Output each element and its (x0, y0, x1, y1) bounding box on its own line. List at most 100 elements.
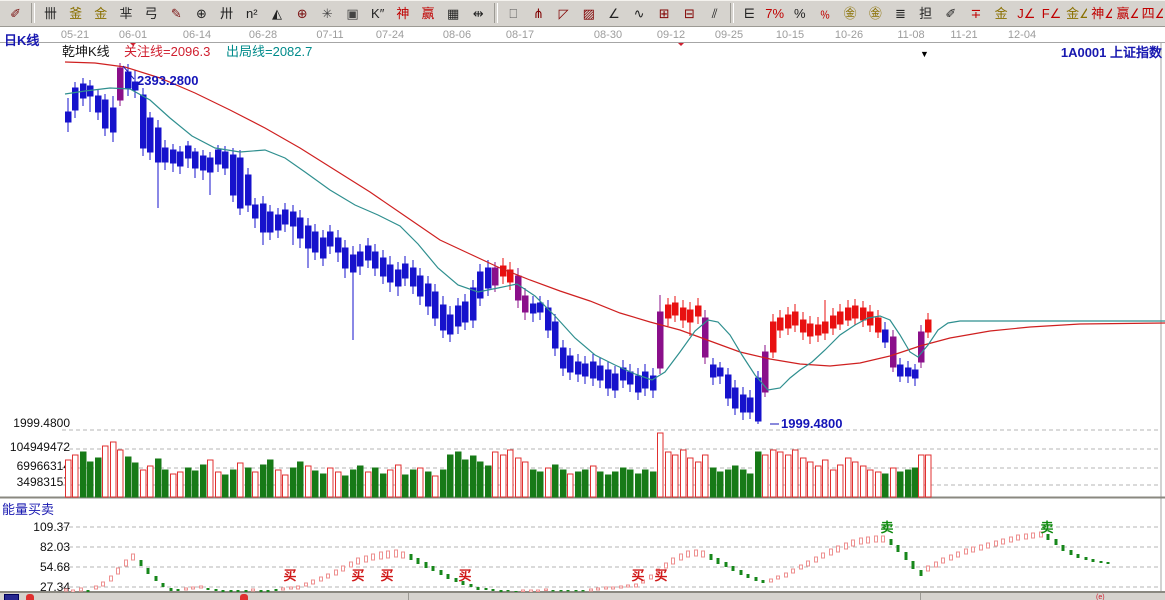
toolbar-icon-38[interactable]: 担 (919, 5, 933, 21)
toolbar-icon-10[interactable]: n² (246, 5, 258, 21)
volume-bar (642, 469, 649, 498)
volume-bar (342, 475, 349, 498)
toolbar-icon-16[interactable]: 神 (396, 5, 410, 21)
energy-mark-up (694, 549, 698, 557)
energy-mark-up (199, 585, 203, 589)
toolbar-icon-33[interactable]: % (794, 5, 806, 21)
energy-mark-down (574, 590, 578, 592)
volume-bar (897, 471, 904, 498)
toolbar-icon-22[interactable]: ⋔ (532, 5, 544, 21)
toolbar-icon-17[interactable]: 赢 (421, 5, 435, 21)
toolbar-icon-35[interactable]: ㊎ (843, 5, 857, 21)
toolbar-icon-12[interactable]: ⊕ (296, 5, 308, 21)
toolbar-icon-21[interactable]: ⎕ (509, 5, 518, 21)
candlestick (657, 311, 664, 369)
energy-mark-down (139, 560, 143, 566)
toolbar-icon-25[interactable]: ∠ (608, 5, 620, 21)
toolbar-icon-4[interactable]: 金 (94, 5, 108, 21)
volume-bar (237, 462, 244, 498)
toolbar-icon-14[interactable]: ▣ (346, 5, 359, 21)
toolbar-icon-15[interactable]: K″ (371, 5, 385, 21)
period-label[interactable]: 日K线 (4, 33, 40, 48)
candlestick (642, 371, 649, 389)
energy-mark-down (746, 574, 750, 578)
volume-bar (567, 473, 574, 498)
toolbar-icon-6[interactable]: 弓 (144, 5, 158, 21)
energy-mark-up (784, 572, 788, 578)
candlestick (320, 237, 327, 259)
volume-bar (710, 467, 717, 498)
energy-mark-up (949, 554, 953, 561)
toolbar-icon-7[interactable]: ✎ (170, 5, 182, 21)
candlestick (207, 157, 214, 173)
toolbar-icon-36[interactable]: ㊎ (868, 5, 882, 21)
toolbar-icon-26[interactable]: ∿ (633, 5, 645, 21)
energy-mark-down (469, 584, 473, 587)
energy-mark-down (896, 545, 900, 552)
energy-mark-up (971, 546, 975, 553)
toolbar-icon-5[interactable]: 芈 (119, 5, 133, 21)
status-red-icon[interactable] (26, 594, 34, 600)
energy-mark-down (161, 583, 165, 587)
toolbar-icon-44[interactable]: 金∠ (1066, 5, 1087, 21)
indicator-name-label[interactable]: 乾坤K线 (62, 44, 110, 59)
toolbar-icon-8[interactable]: ⊕ (196, 5, 207, 21)
toolbar: ✐ 卌釜金芈弓 ✎ ⊕ 卅 n² ◭ ⊕ ✳ ▣ K″ 神赢 ▦ ⇹ ⎕ ⋔ ◸ ▨ ∠ ∿ ⊞ ⊟ ⫽ ⋿ 7%% ﹪ ㊎㊎ ≣ 担 ✐… (0, 0, 1165, 27)
date-label: 05-21 (61, 29, 89, 41)
ma-line-teal (64, 87, 1165, 391)
toolbar-icon-18[interactable]: ▦ (447, 5, 460, 21)
volume-bar (635, 473, 642, 498)
candlestick (537, 302, 544, 313)
toolbar-icon-23[interactable]: ◸ (558, 5, 569, 21)
toolbar-icon-0[interactable]: ✐ (10, 5, 22, 21)
toolbar-icon-31[interactable]: ⋿ (743, 5, 756, 21)
toolbar-icon-37[interactable]: ≣ (895, 5, 906, 21)
energy-mark-up (656, 568, 660, 575)
energy-mark-up (356, 557, 360, 565)
energy-mark-up (304, 582, 308, 587)
exit-line-value: 出局线=2082.7 (226, 44, 313, 59)
volume-bar (597, 471, 604, 498)
candlestick (860, 307, 867, 321)
date-label: 08-06 (443, 29, 471, 41)
candlestick (560, 347, 567, 369)
chevron-down-icon[interactable]: ▼ (920, 49, 929, 59)
energy-mark-up (926, 565, 930, 572)
energy-mark-up (1016, 534, 1020, 541)
status-red-icon-2[interactable] (240, 594, 248, 600)
energy-indicator-title[interactable]: 能量买卖 (2, 502, 55, 517)
toolbar-icon-41[interactable]: 金 (994, 5, 1008, 21)
toolbar-icon-9[interactable]: 卅 (220, 5, 234, 21)
toolbar-icon-19[interactable]: ⇹ (472, 5, 484, 21)
candlestick (297, 217, 304, 239)
toolbar-icon-27[interactable]: ⊞ (658, 5, 670, 21)
energy-mark-down (566, 590, 570, 592)
toolbar-icon-43[interactable]: F∠ (1041, 5, 1062, 21)
toolbar-icon-42[interactable]: J∠ (1017, 5, 1036, 21)
toolbar-icon-11[interactable]: ◭ (271, 5, 282, 21)
candlestick (402, 263, 409, 279)
candlestick (597, 365, 604, 381)
volume-bar (470, 455, 477, 498)
toolbar-icon-45[interactable]: 神∠ (1091, 5, 1112, 21)
toolbar-icon-24[interactable]: ▨ (582, 5, 595, 21)
candlestick (372, 251, 379, 269)
toolbar-icon-13[interactable]: ✳ (321, 5, 333, 21)
status-blue-icon[interactable] (4, 594, 19, 600)
toolbar-icon-39[interactable]: ✐ (945, 5, 957, 21)
energy-mark-up (296, 585, 300, 590)
toolbar-icon-29[interactable]: ⫽ (711, 5, 718, 21)
toolbar-icon-40[interactable]: ∓ (970, 5, 982, 21)
volume-bar (170, 473, 177, 498)
toolbar-icon-34[interactable]: ﹪ (818, 5, 832, 21)
toolbar-icon-46[interactable]: 赢∠ (1116, 5, 1137, 21)
toolbar-icon-2[interactable]: 卌 (43, 5, 57, 21)
toolbar-icon-3[interactable]: 釜 (69, 5, 83, 21)
candlestick (740, 394, 747, 413)
toolbar-icon-32[interactable]: 7% (765, 5, 785, 21)
volume-bar (665, 451, 672, 498)
toolbar-icon-47[interactable]: 四∠ (1141, 5, 1163, 21)
toolbar-icon-28[interactable]: ⊟ (683, 5, 695, 21)
candlestick (200, 155, 207, 171)
